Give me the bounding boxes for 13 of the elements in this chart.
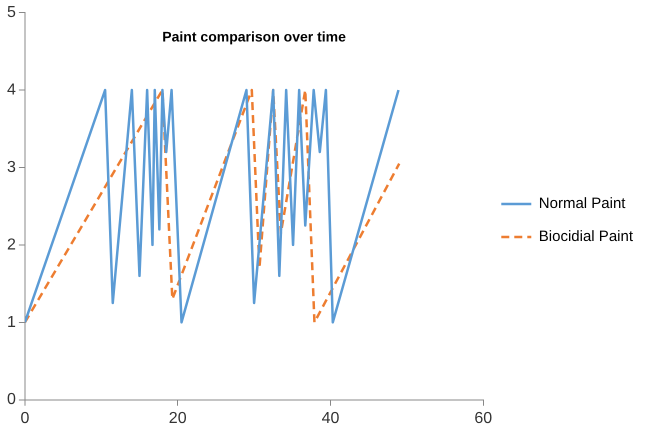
text: Paint comparison over time: [162, 28, 346, 44]
legend-label: Biocidial Paint: [538, 228, 634, 246]
x-tick-label: 40: [322, 410, 340, 427]
y-tick-label: 2: [6, 236, 16, 254]
legend-label: Normal Paint: [538, 195, 626, 212]
x-tick-label: 20: [168, 410, 187, 427]
y-tick-label: 4: [6, 81, 16, 98]
y-tick-label: 1: [6, 314, 16, 331]
y-tick-label: 5: [6, 4, 16, 22]
y-tick-label: 3: [6, 158, 16, 176]
x-tick-label: 0: [20, 410, 30, 427]
x-tick-label: 60: [474, 410, 492, 427]
y-tick-label: 0: [6, 391, 16, 408]
